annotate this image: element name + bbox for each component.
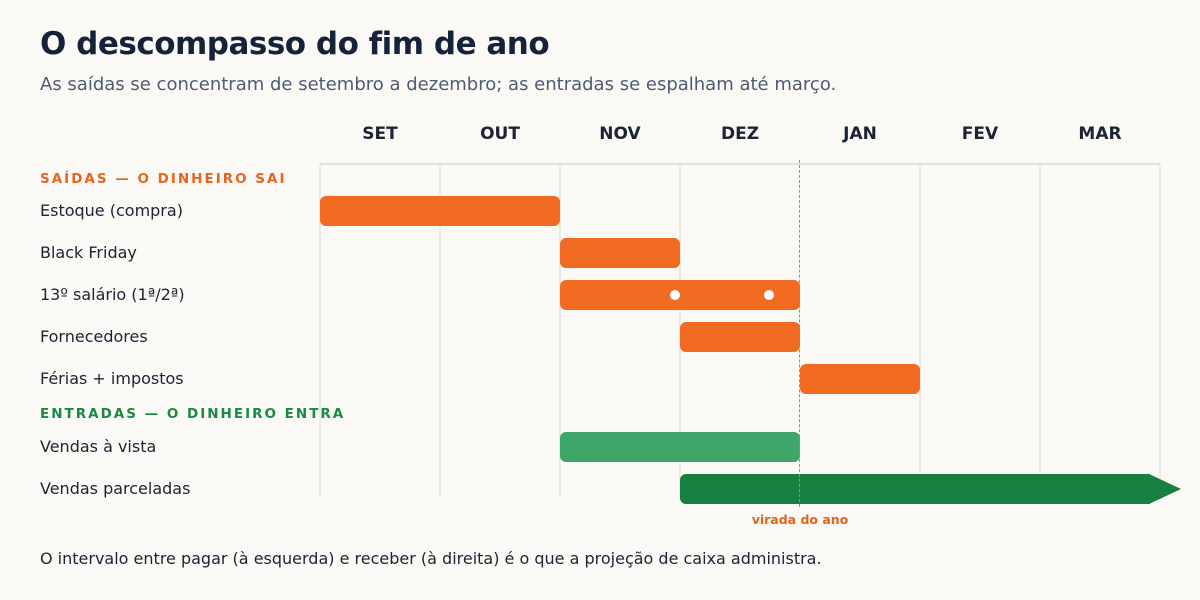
gridline bbox=[559, 165, 561, 498]
page-title: O descompasso do fim de ano bbox=[40, 26, 550, 62]
row-label-fornecedores: Fornecedores bbox=[40, 327, 148, 346]
row-label-ferias-impostos: Férias + impostos bbox=[40, 369, 184, 388]
month-header-mar: MAR bbox=[1078, 124, 1122, 144]
bar-black-friday bbox=[560, 238, 680, 268]
bar-fornecedores bbox=[680, 322, 800, 352]
gridline bbox=[1159, 165, 1161, 498]
inflows-section-header: ENTRADAS — O DINHEIRO ENTRA bbox=[40, 406, 346, 422]
bar-ferias-impostos bbox=[800, 364, 920, 394]
month-header-dez: DEZ bbox=[720, 124, 760, 144]
gridline bbox=[439, 165, 441, 498]
month-header-jan: JAN bbox=[843, 124, 877, 144]
bar-vendas-a-vista bbox=[560, 432, 800, 462]
month-header-fev: FEV bbox=[961, 124, 999, 144]
footer-note: O intervalo entre pagar (à esquerda) e r… bbox=[40, 549, 822, 568]
outflows-section-header: SAÍDAS — O DINHEIRO SAI bbox=[40, 171, 287, 187]
month-header-out: OUT bbox=[480, 124, 520, 144]
row-label-black-friday: Black Friday bbox=[40, 243, 137, 262]
gridline bbox=[1039, 165, 1041, 498]
year-turn-label: virada do ano bbox=[751, 512, 849, 527]
month-header-set: SET bbox=[362, 124, 398, 144]
page-subtitle: As saídas se concentram de setembro a de… bbox=[40, 74, 837, 95]
month-header-nov: NOV bbox=[599, 124, 641, 144]
gridline bbox=[319, 165, 321, 498]
continuation-arrow-icon bbox=[1149, 474, 1181, 504]
row-label-vendas-parceladas: Vendas parceladas bbox=[40, 479, 191, 498]
installment-marker-2 bbox=[764, 290, 774, 300]
bar-13-salario bbox=[560, 280, 800, 310]
year-turn-line bbox=[799, 160, 800, 507]
row-label-13-salario: 13º salário (1ª/2ª) bbox=[40, 285, 185, 304]
timeline-axis bbox=[320, 163, 1160, 165]
bar-vendas-parceladas bbox=[680, 474, 1150, 504]
bar-estoque bbox=[320, 196, 560, 226]
installment-marker-1 bbox=[670, 290, 680, 300]
row-label-vendas-a-vista: Vendas à vista bbox=[40, 437, 157, 456]
row-label-estoque: Estoque (compra) bbox=[40, 201, 183, 220]
gridline bbox=[919, 165, 921, 498]
